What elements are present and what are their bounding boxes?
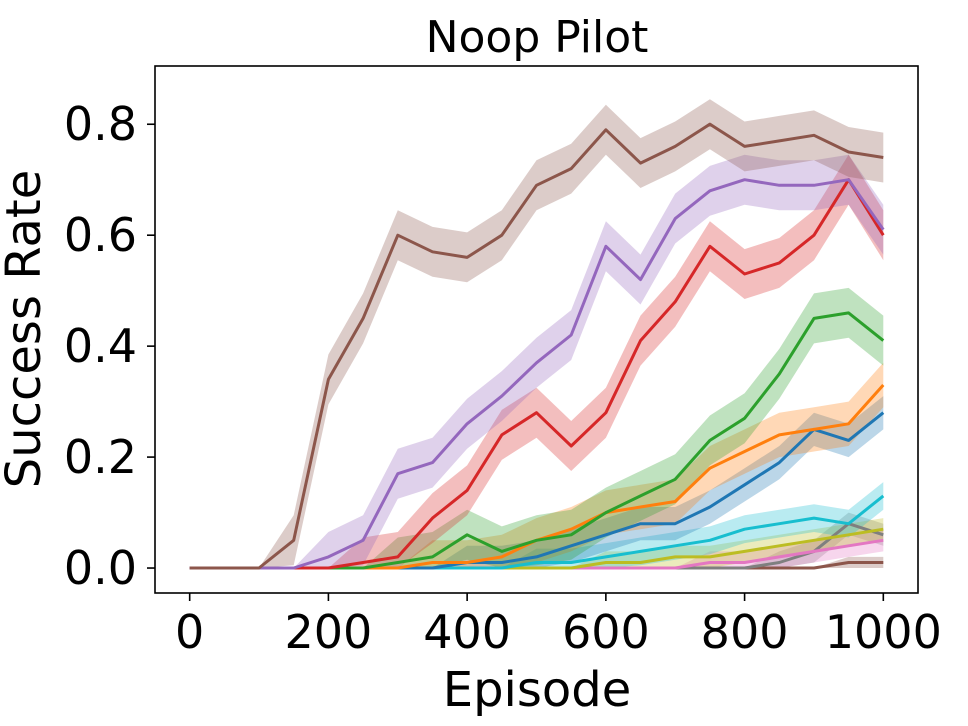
y-tick-label: 0.2 (64, 430, 137, 484)
series-line (189, 178, 885, 570)
x-tick-label: 600 (562, 605, 650, 659)
series-band (189, 99, 884, 569)
y-axis-ticks: 0.0 0.2 0.4 0.6 0.8 (64, 97, 155, 595)
y-tick-label: 0.8 (64, 97, 137, 151)
series-line (189, 178, 885, 570)
series-lines (189, 122, 885, 570)
series-band (189, 362, 884, 568)
y-tick-label: 0.0 (64, 541, 137, 595)
x-tick-label: 800 (701, 605, 789, 659)
series-band (189, 512, 884, 568)
x-tick-label: 1000 (825, 605, 942, 659)
x-tick-label: 200 (285, 605, 373, 659)
y-axis-label: Success Rate (0, 170, 52, 489)
confidence-bands (189, 99, 884, 569)
series-line (189, 122, 884, 570)
x-axis-label: Episode (443, 662, 632, 718)
y-tick-label: 0.4 (64, 319, 137, 373)
series-band (189, 482, 884, 568)
x-tick-label: 400 (423, 605, 511, 659)
plot-frame (154, 65, 919, 594)
x-tick-label: 0 (175, 605, 204, 659)
series-band (189, 396, 884, 568)
series-band (189, 287, 884, 568)
y-tick-label: 0.6 (64, 208, 137, 262)
x-axis-ticks: 0 200 400 600 800 1000 (175, 593, 942, 659)
chart-title: Noop Pilot (426, 12, 649, 63)
series-band (189, 154, 884, 569)
